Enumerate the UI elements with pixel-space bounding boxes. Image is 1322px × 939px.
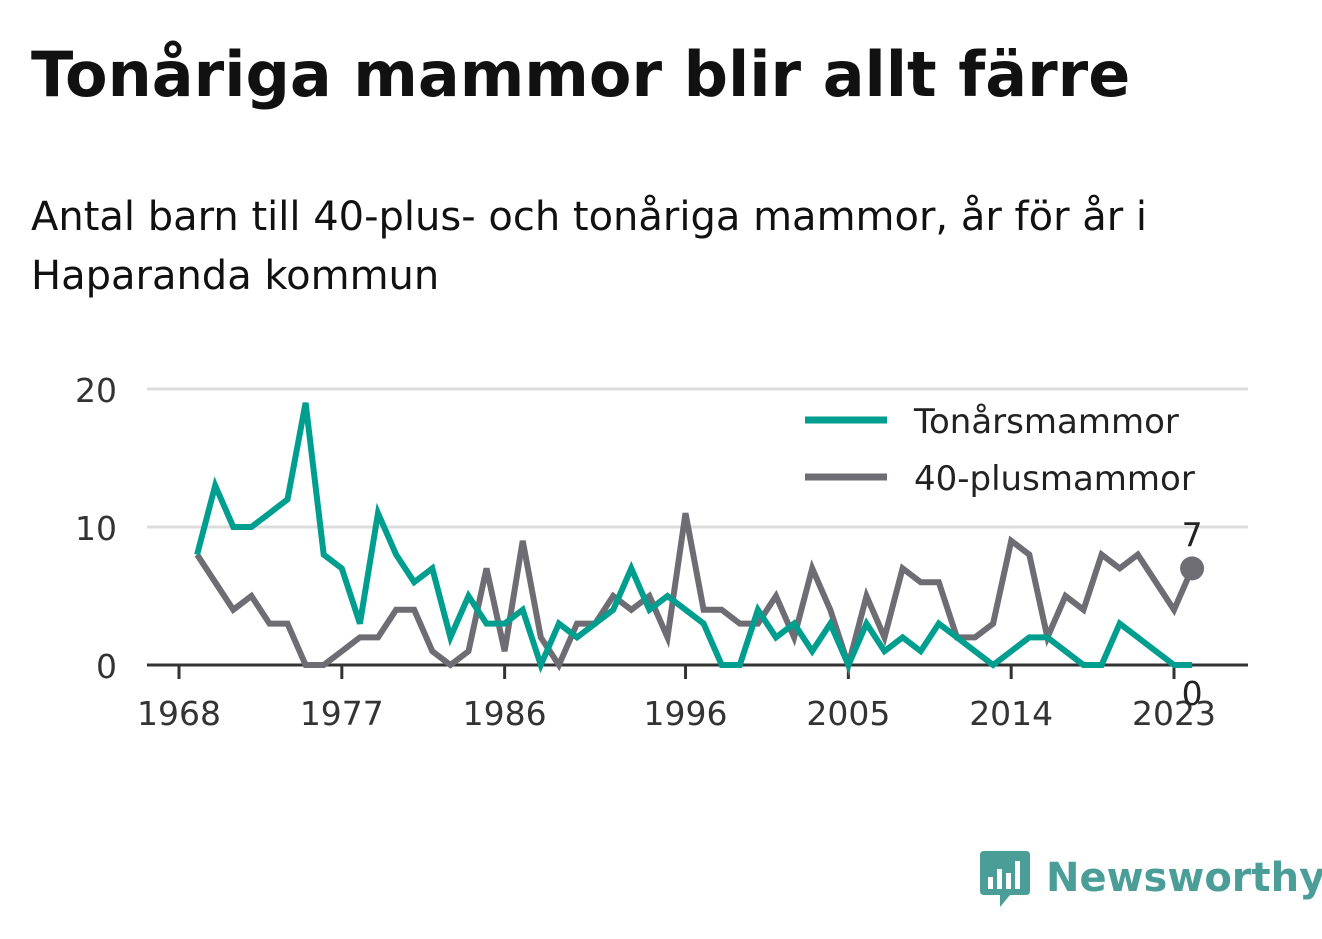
y-tick-label: 10 <box>75 509 117 548</box>
x-tick-label: 1996 <box>644 694 728 733</box>
x-axis-ticks: 1968 1977 1986 1996 2005 2014 2023 <box>137 665 1216 733</box>
newsworthy-logo-icon <box>980 851 1030 907</box>
legend-label-40-plusmammor: 40-plusmammor <box>914 459 1195 499</box>
x-tick-label: 2005 <box>806 694 890 733</box>
chart-series <box>194 402 1195 676</box>
y-tick-label: 20 <box>75 371 117 410</box>
series-line-40-plusmammor <box>194 512 1195 676</box>
x-tick-label: 1968 <box>137 694 221 733</box>
legend-label-tonarsmammor: Tonårsmammor <box>913 402 1179 442</box>
series-line-tonarsmammor <box>194 402 1193 674</box>
chart-subtitle: Antal barn till 40-plus- och tonåriga ma… <box>31 194 1148 299</box>
legend-background <box>795 392 1220 514</box>
chart-legend: Tonårsmammor 40-plusmammor <box>795 392 1220 514</box>
x-tick-label: 1977 <box>300 694 384 733</box>
x-tick-label: 1986 <box>463 694 547 733</box>
x-tick-label: 2014 <box>969 694 1053 733</box>
y-axis-ticks: 0 10 20 <box>75 371 117 686</box>
brand-name: Newsworthy <box>1046 855 1322 901</box>
series-end-labels: 70 <box>1180 515 1205 713</box>
x-tick-label: 2023 <box>1132 694 1216 733</box>
end-label-40-plusmammor: 7 <box>1182 515 1203 554</box>
chart-gridlines <box>147 387 1248 667</box>
y-tick-label: 0 <box>96 647 117 686</box>
end-point-40-plusmammor <box>1180 556 1205 581</box>
end-label-tonarsmammor: 0 <box>1182 674 1203 713</box>
newsworthy-logo: Newsworthy <box>980 846 1322 910</box>
chart-title: Tonåriga mammor blir allt färre <box>31 38 1131 111</box>
